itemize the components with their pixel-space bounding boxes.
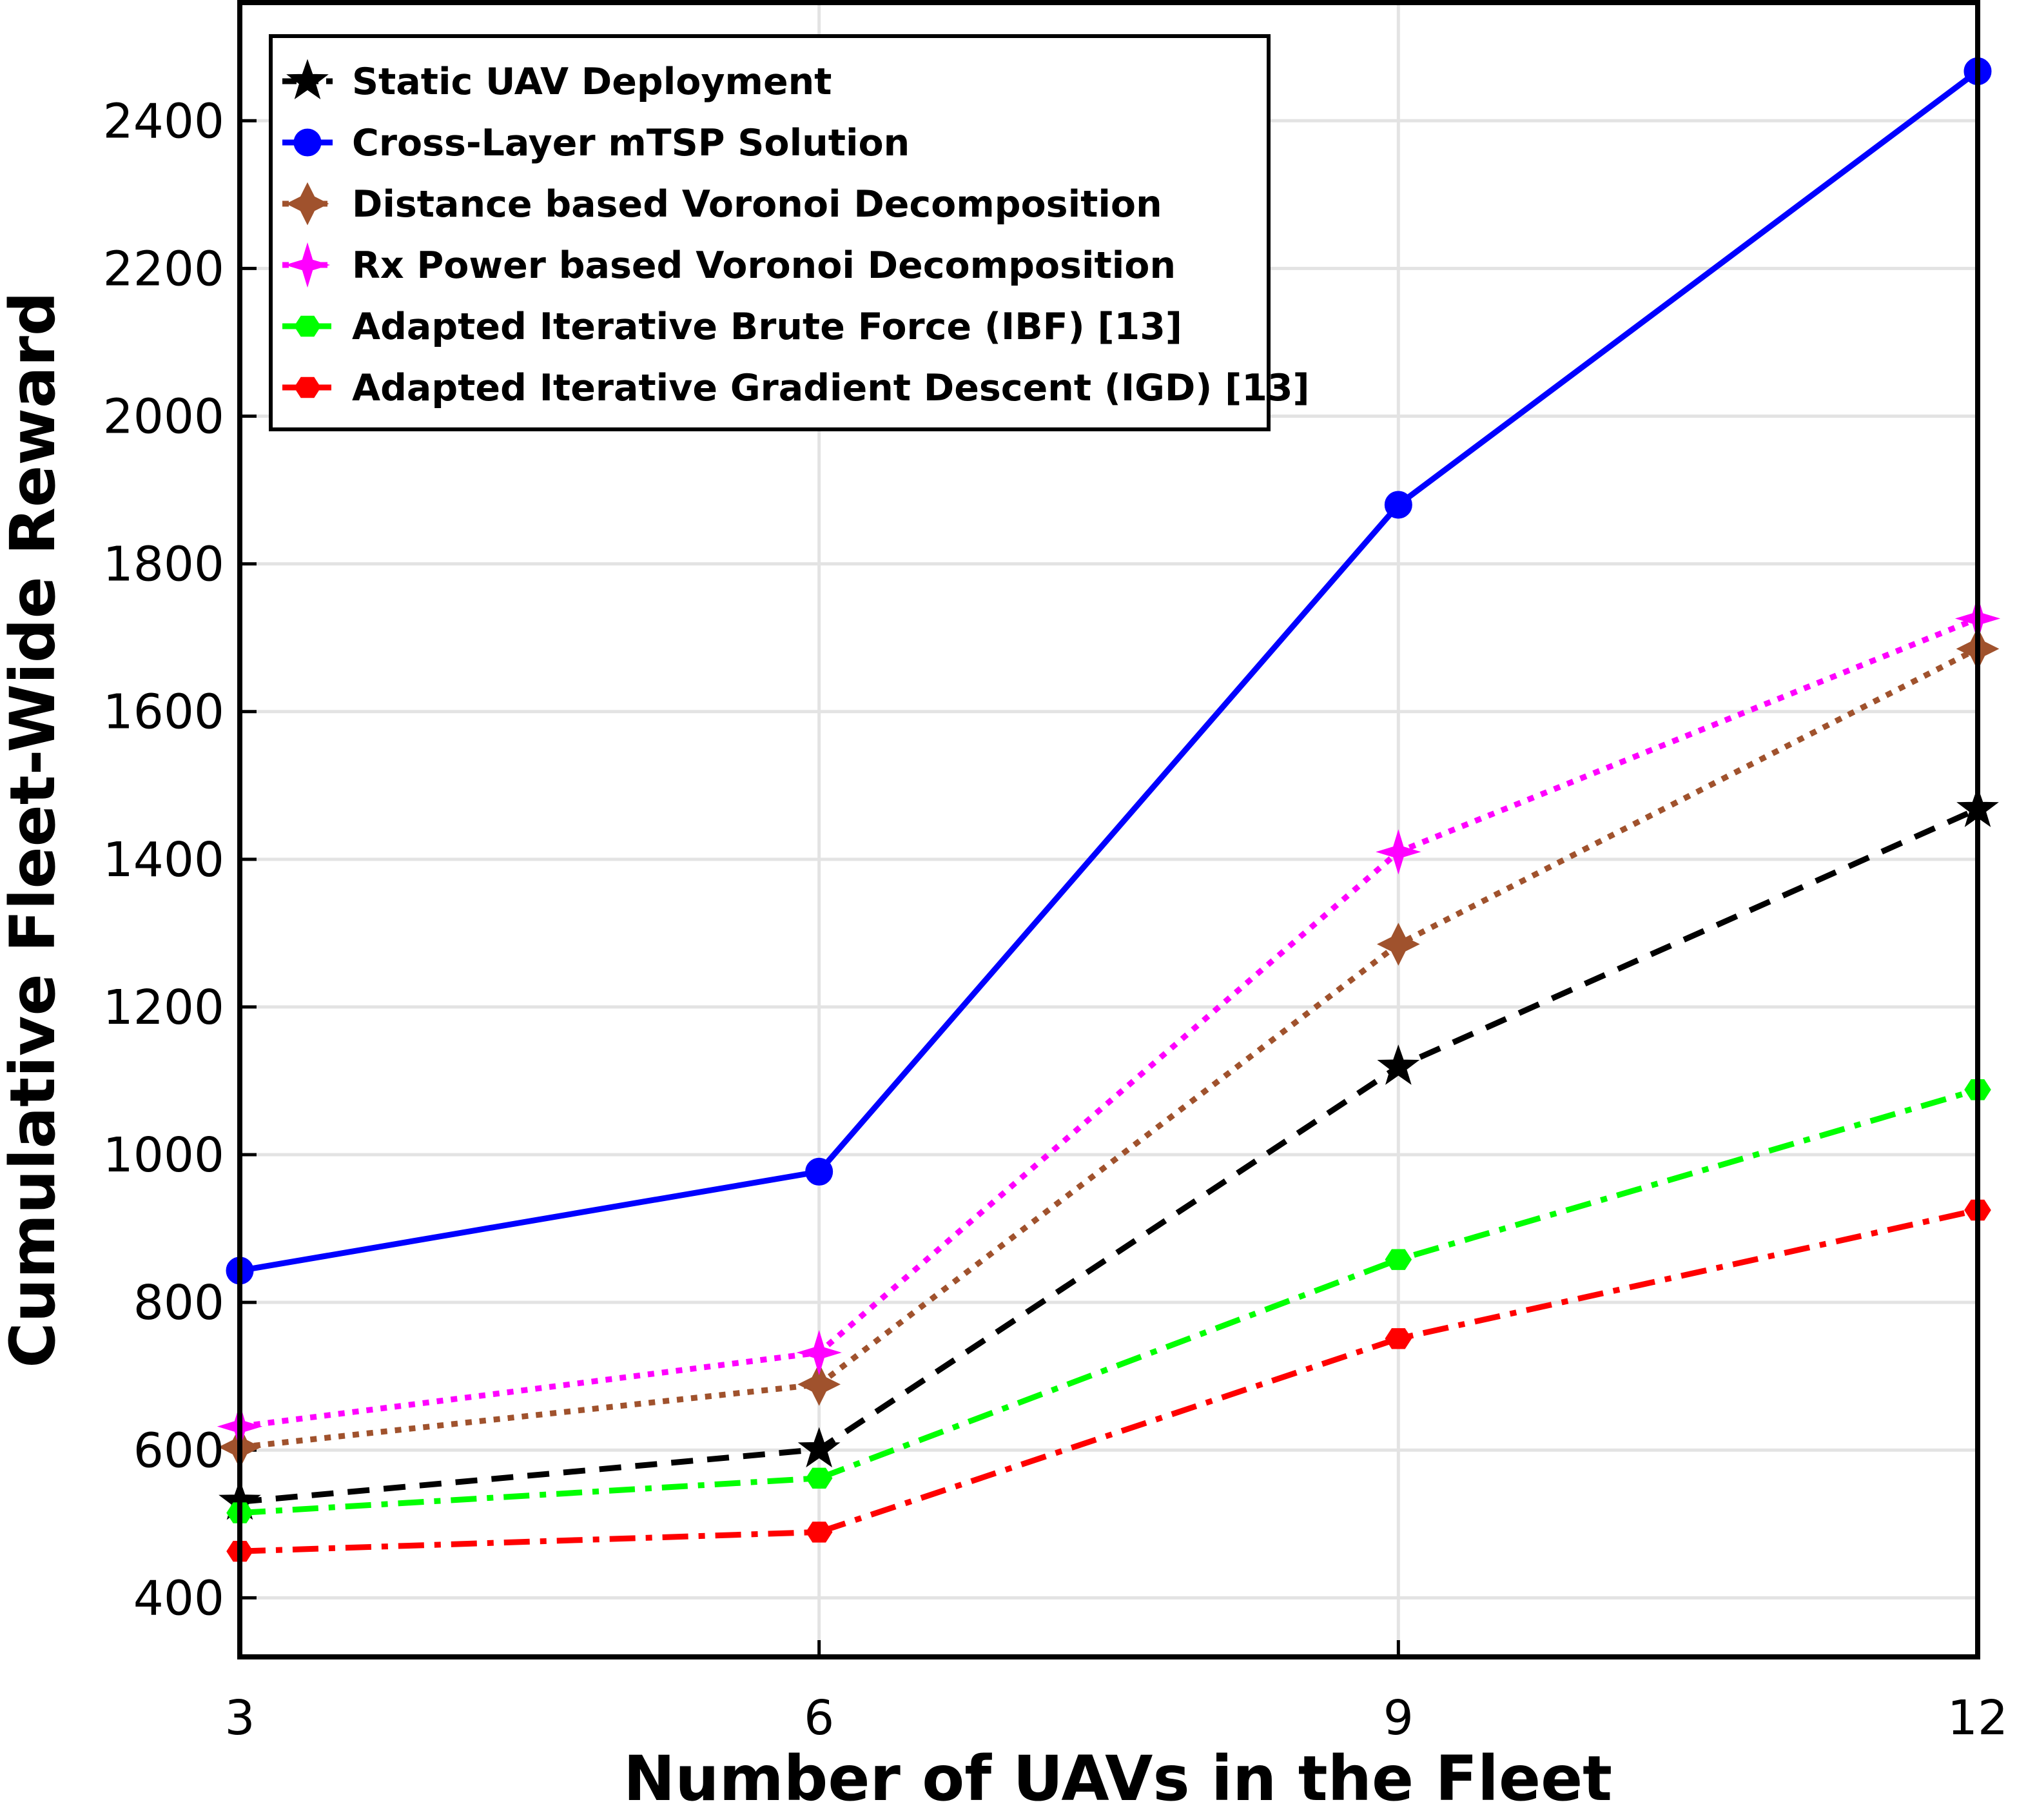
data-point [797,1427,841,1468]
y-tick-label: 400 [133,1570,224,1626]
data-point [294,377,321,398]
data-point [286,182,329,226]
legend-label: Distance based Voronoi Decomposition [352,183,1162,226]
x-tick-label: 12 [1947,1690,2008,1746]
data-point [796,1329,842,1376]
series-line [240,1086,1978,1516]
y-tick-label: 1600 [103,685,224,740]
series-line [240,1207,1978,1554]
x-tick-label: 6 [804,1690,834,1746]
legend-label: Cross-Layer mTSP Solution [352,122,910,164]
series-line [240,646,1978,1451]
legend-label: Adapted Iterative Brute Force (IBF) [13] [352,306,1182,348]
legend: Static UAV Deployment Cross-Layer mTSP So… [269,34,1310,431]
y-tick-label: 600 [133,1423,224,1478]
series-line [240,68,1978,1274]
plot-frame [237,0,1980,1659]
y-tick-label: 2400 [103,93,224,149]
data-point [1385,1249,1412,1270]
series-lines [240,68,1978,1554]
y-tick-label: 1400 [103,832,224,888]
y-tick-label: 2000 [103,389,224,445]
legend-label: Adapted Iterative Gradient Descent (IGD)… [352,367,1310,409]
x-tick-label: 3 [224,1690,255,1746]
data-point [286,59,329,100]
data-point [1377,1044,1420,1085]
data-point [805,1522,833,1543]
data-point [797,1362,841,1406]
y-tick-label: 1000 [103,1128,224,1183]
data-point [805,1157,833,1186]
x-axis-label: Number of UAVs in the Fleet [623,1743,1612,1815]
legend-label: Rx Power based Voronoi Decomposition [352,244,1176,287]
data-point [1376,923,1420,966]
data-point [293,128,322,157]
series-line [240,806,1978,1505]
data-point [1384,491,1412,519]
data-point [1385,1328,1412,1349]
y-tick-label: 800 [133,1275,224,1331]
data-point [284,242,331,288]
y-tick-label: 1200 [103,980,224,1035]
y-tick-label: 1800 [103,537,224,592]
legend-box [269,34,1271,431]
tick-labels: 400 600 800 1000 1200 1400 1600 1800 2000 2200 240… [103,93,2008,1746]
x-tick-label: 9 [1383,1690,1414,1746]
legend-label: Static UAV Deployment [352,61,832,103]
data-point [805,1467,833,1489]
y-tick-label: 2200 [103,241,224,297]
y-axis-label: Cumulative Fleet-Wide Reward [0,291,69,1368]
series-line [240,616,1978,1430]
data-point [294,315,321,337]
data-point [1376,829,1421,875]
